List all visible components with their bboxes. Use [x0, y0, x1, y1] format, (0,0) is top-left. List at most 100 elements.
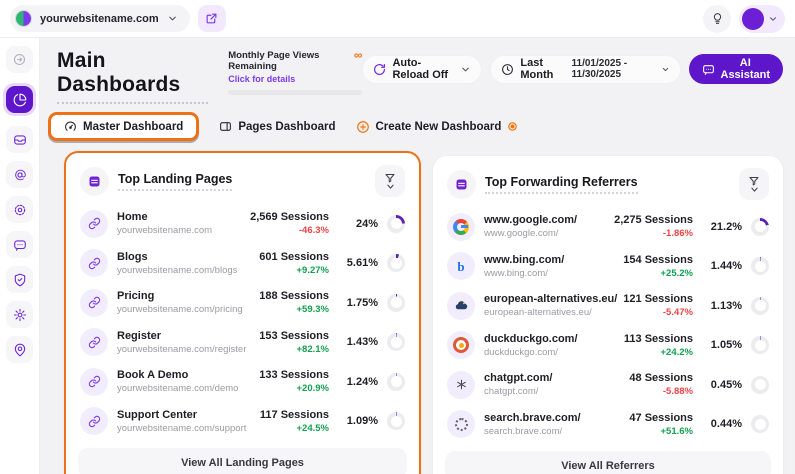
website-selector[interactable]: yourwebsitename.com	[10, 5, 190, 32]
ai-assistant-button[interactable]: AI Assistant	[688, 54, 784, 84]
share-donut	[387, 293, 405, 312]
sessions-change: -46.3%	[298, 225, 329, 237]
sessions-change: -5.88%	[662, 386, 693, 398]
referrer-url: www.bing.com/	[484, 267, 548, 279]
sidebar-item-location[interactable]	[6, 336, 33, 363]
tab-master-dashboard[interactable]: Master Dashboard	[48, 112, 200, 141]
top-forwarding-referrers-card: Top Forwarding Referrers www.google.com/…	[433, 156, 783, 474]
link-icon	[80, 407, 108, 436]
sidebar-item-sessions[interactable]	[6, 161, 33, 188]
share-donut	[387, 372, 405, 391]
user-menu[interactable]	[739, 4, 785, 33]
chevron-down-icon	[460, 64, 471, 75]
page-name: Pricing	[117, 290, 155, 303]
dashboard-tabs: Master Dashboard Pages Dashboard Create …	[40, 106, 795, 149]
lightbulb-icon	[711, 12, 724, 25]
sessions-count: 154 Sessions	[623, 253, 693, 266]
expand-arrow-icon	[12, 52, 27, 67]
referrer-url: search.brave.com/	[484, 425, 563, 437]
mpv-details-link[interactable]: Click for details	[228, 74, 296, 84]
share-donut	[387, 333, 405, 352]
sidebar-toggle-button[interactable]	[6, 46, 33, 73]
sidebar-item-dashboards[interactable]	[3, 83, 36, 116]
duckduckgo-icon	[447, 331, 475, 360]
table-row[interactable]: Blogs yourwebsitename.com/blogs 601 Sessi…	[78, 244, 407, 284]
shield-check-icon	[13, 273, 27, 287]
share-donut	[751, 217, 769, 236]
sessions-change: +25.2%	[660, 267, 694, 279]
sidebar-item-audience[interactable]	[6, 196, 33, 223]
referrer-name: search.brave.com/	[484, 411, 581, 424]
table-row[interactable]: chatgpt.com/chatgpt.com/ 48 Sessions -5.8…	[445, 365, 771, 405]
page-url: yourwebsitename.com/blogs	[117, 264, 238, 276]
chatgpt-icon	[447, 370, 475, 399]
filter-button[interactable]	[375, 165, 405, 197]
sessions-count: 2,275 Sessions	[614, 214, 693, 227]
tab-label: Master Dashboard	[83, 120, 184, 133]
share-donut	[751, 257, 769, 276]
share-percent: 0.44%	[710, 418, 742, 431]
share-percent: 1.13%	[710, 299, 742, 312]
pages-icon	[219, 120, 232, 133]
page-name: Register	[117, 329, 162, 342]
tab-label: Create New Dashboard	[375, 120, 502, 133]
page-name: Book A Demo	[117, 369, 189, 382]
share-percent: 1.44%	[710, 260, 742, 273]
page-url: yourwebsitename.com/support	[117, 422, 247, 434]
table-row[interactable]: Support Center yourwebsitename.com/suppor…	[78, 402, 407, 442]
link-icon	[80, 209, 108, 238]
referrer-name: www.google.com/	[484, 214, 578, 227]
sidebar-item-privacy[interactable]	[6, 266, 33, 293]
sidebar-item-chat[interactable]	[6, 231, 33, 258]
table-row[interactable]: european-alternatives.eu/european-altern…	[445, 286, 771, 326]
funnel-icon	[385, 174, 395, 183]
view-all-landing-pages-button[interactable]: View All Landing Pages	[78, 448, 407, 474]
tips-button[interactable]	[703, 4, 731, 33]
server-icon	[80, 166, 109, 196]
cloud-icon	[447, 291, 475, 320]
table-row[interactable]: Book A Demo yourwebsitename.com/demo 133 …	[78, 362, 407, 402]
table-row[interactable]: search.brave.com/search.brave.com/ 47 Se…	[445, 405, 771, 445]
date-range-picker[interactable]: Last Month 11/01/2025 - 11/30/2025	[490, 54, 681, 84]
referrer-url: chatgpt.com/	[484, 386, 539, 398]
share-percent: 1.09%	[346, 415, 378, 428]
table-row[interactable]: Register yourwebsitename.com/register 153…	[78, 323, 407, 363]
referrer-name: chatgpt.com/	[484, 372, 553, 385]
gauge-icon	[64, 120, 77, 133]
bing-icon: b	[447, 252, 475, 281]
page-name: Support Center	[117, 408, 198, 421]
auto-reload-dropdown[interactable]: Auto-Reload Off	[362, 54, 483, 84]
page-header: Main Dashboards Monthly Page Views Remai…	[40, 38, 795, 106]
sessions-change: +51.6%	[660, 425, 694, 437]
share-percent: 1.05%	[710, 339, 742, 352]
table-row[interactable]: duckduckgo.com/duckduckgo.com/ 113 Sessi…	[445, 326, 771, 366]
view-all-referrers-button[interactable]: View All Referrers	[445, 451, 771, 474]
filter-button[interactable]	[739, 168, 769, 200]
sidebar-item-settings[interactable]	[6, 301, 33, 328]
table-row[interactable]: Pricing yourwebsitename.com/pricing 188 S…	[78, 283, 407, 323]
share-donut	[751, 415, 769, 434]
referrer-name: european-alternatives.eu/	[484, 293, 618, 306]
referrer-name: duckduckgo.com/	[484, 332, 578, 345]
table-row[interactable]: b www.bing.com/www.bing.com/ 154 Session…	[445, 247, 771, 287]
sessions-change: -5.47%	[662, 307, 693, 319]
google-icon	[447, 212, 475, 241]
tab-create-new-dashboard[interactable]: Create New Dashboard	[356, 120, 519, 134]
brave-search-icon	[447, 410, 475, 439]
table-row[interactable]: Home yourwebsitename.com 2,569 Sessions -4…	[78, 204, 407, 244]
monthly-page-views: Monthly Page Views Remaining Click for d…	[228, 49, 363, 95]
share-donut	[751, 296, 769, 315]
swirl-icon	[13, 168, 27, 182]
share-donut	[387, 214, 405, 233]
site-name: yourwebsitename.com	[40, 12, 159, 25]
server-icon	[447, 169, 476, 199]
external-link-button[interactable]	[197, 5, 226, 32]
pie-chart-icon	[13, 93, 27, 107]
sessions-count: 117 Sessions	[259, 408, 329, 421]
table-row[interactable]: www.google.com/www.google.com/ 2,275 Ses…	[445, 207, 771, 247]
sidebar-item-inbox[interactable]	[6, 126, 33, 153]
share-donut	[387, 254, 405, 273]
page-url: yourwebsitename.com	[117, 225, 213, 237]
tab-pages-dashboard[interactable]: Pages Dashboard	[219, 120, 336, 133]
share-percent: 5.61%	[346, 257, 378, 270]
